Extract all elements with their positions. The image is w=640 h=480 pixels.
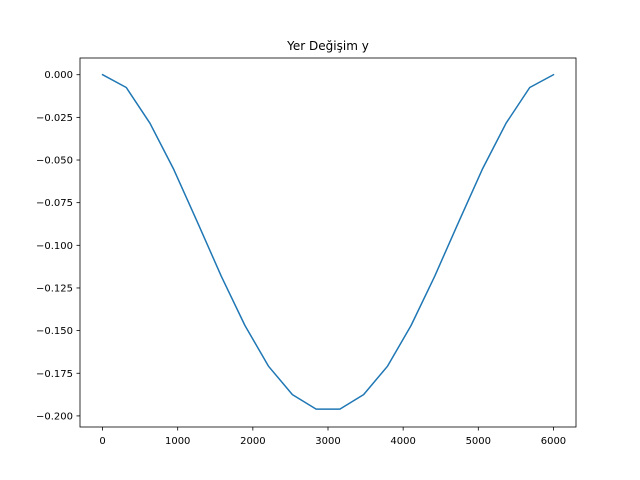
y-tick-label: −0.125 bbox=[36, 283, 73, 294]
series-layer bbox=[101, 73, 555, 410]
y-tick-label: −0.150 bbox=[36, 326, 73, 337]
series-line-0 bbox=[101, 73, 555, 410]
plot-frame bbox=[79, 57, 577, 428]
y-tick-label: 0.000 bbox=[44, 70, 73, 81]
x-tick-label: 5000 bbox=[466, 436, 491, 447]
x-tick-label: 3000 bbox=[315, 436, 340, 447]
x-tick-label: 2000 bbox=[240, 436, 265, 447]
x-tick-label: 6000 bbox=[541, 436, 566, 447]
x-tick-label: 4000 bbox=[390, 436, 415, 447]
chart-title: Yer Değişim y bbox=[286, 39, 369, 53]
x-tick-label: 1000 bbox=[165, 436, 190, 447]
x-axis: 0 1000 2000 3000 4000 5000 6000 bbox=[99, 427, 566, 447]
y-tick-label: −0.050 bbox=[36, 156, 73, 167]
y-tick-label: −0.200 bbox=[36, 411, 73, 422]
x-tick-label: 0 bbox=[99, 436, 105, 447]
y-tick-label: −0.075 bbox=[36, 198, 73, 209]
y-tick-label: −0.100 bbox=[36, 241, 73, 252]
y-tick-label: −0.025 bbox=[36, 113, 73, 124]
y-axis: 0.000 −0.025 −0.050 −0.075 −0.100 −0.125 −0.15… bbox=[36, 70, 80, 422]
y-tick-label: −0.175 bbox=[36, 369, 73, 380]
